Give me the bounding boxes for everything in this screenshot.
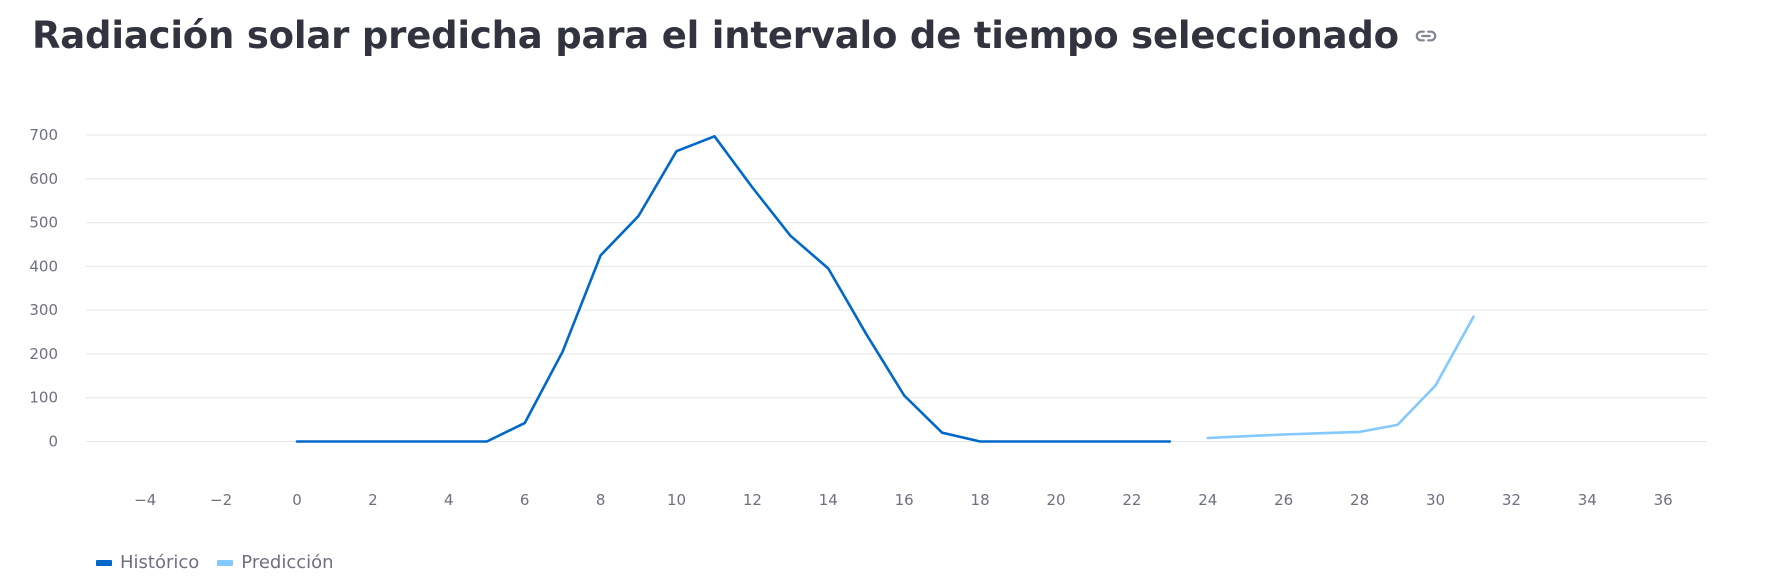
y-tick-label: 500 — [29, 214, 58, 232]
x-tick-label: 10 — [667, 491, 686, 509]
x-tick-label: 0 — [292, 491, 302, 509]
x-tick-label: 32 — [1502, 491, 1521, 509]
x-tick-label: −4 — [134, 491, 156, 509]
x-tick-label: 30 — [1426, 491, 1445, 509]
legend-item-historico[interactable]: Histórico — [96, 552, 199, 573]
x-tick-label: −2 — [210, 491, 232, 509]
x-tick-label: 4 — [444, 491, 454, 509]
y-tick-label: 300 — [29, 301, 58, 319]
x-tick-label: 2 — [368, 491, 378, 509]
page-title: Radiación solar predicha para el interva… — [32, 14, 1399, 57]
legend-swatch-prediccion — [217, 559, 234, 566]
y-tick-label: 200 — [29, 345, 58, 363]
x-tick-label: 16 — [895, 491, 914, 509]
legend-label-historico: Histórico — [120, 552, 200, 573]
series-line-prediccion[interactable] — [1206, 315, 1475, 440]
y-tick-label: 700 — [29, 126, 58, 144]
x-tick-label: 12 — [743, 491, 762, 509]
y-tick-label: 400 — [29, 257, 58, 275]
legend-label-prediccion: Predicción — [241, 552, 334, 573]
x-tick-label: 6 — [520, 491, 530, 509]
x-tick-label: 14 — [819, 491, 838, 509]
line-chart: 0 100 200 300 400 500 600 700 −4 −2 0 2 4 6 8 10 12 14 16… — [0, 100, 1782, 560]
y-tick-label: 100 — [29, 389, 58, 407]
x-tick-label: 20 — [1046, 491, 1065, 509]
x-tick-label: 24 — [1198, 491, 1217, 509]
legend-item-prediccion[interactable]: Predicción — [217, 552, 334, 573]
y-tick-label: 600 — [29, 170, 58, 188]
title-row: Radiación solar predicha para el interva… — [32, 14, 1441, 57]
y-tick-label: 0 — [48, 433, 58, 451]
y-axis-ticks: 0 100 200 300 400 500 600 700 — [29, 126, 58, 451]
x-tick-label: 26 — [1274, 491, 1293, 509]
x-tick-label: 22 — [1122, 491, 1141, 509]
series-layer — [295, 134, 1475, 443]
legend-swatch-historico — [96, 559, 112, 566]
x-tick-label: 36 — [1654, 491, 1673, 509]
x-tick-label: 34 — [1578, 491, 1597, 509]
x-tick-label: 28 — [1350, 491, 1369, 509]
x-axis-ticks: −4 −2 0 2 4 6 8 10 12 14 16 18 20 22 24 26 28 30 32 34 36 — [134, 491, 1673, 509]
series-line-historico[interactable] — [295, 134, 1172, 443]
grid-layer — [86, 134, 1707, 442]
x-tick-label: 8 — [596, 491, 606, 509]
link-icon[interactable] — [1413, 22, 1441, 50]
legend: Histórico Predicción — [96, 552, 334, 573]
x-tick-label: 18 — [971, 491, 990, 509]
